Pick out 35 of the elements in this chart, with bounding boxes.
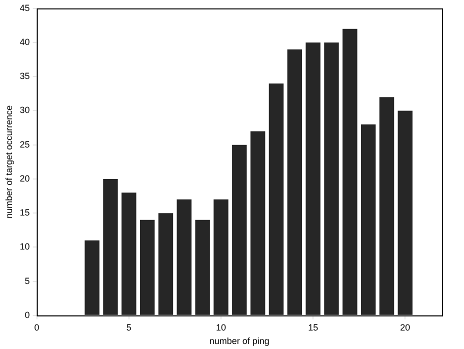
y-tick-label: 45	[20, 2, 30, 13]
y-tick-label: 10	[20, 242, 30, 252]
bar	[268, 83, 284, 315]
bar	[158, 213, 174, 315]
bar	[140, 220, 155, 315]
bar	[324, 42, 339, 315]
y-tick-label: 20	[20, 173, 30, 184]
bar	[176, 199, 192, 315]
bar	[342, 28, 358, 315]
y-tick-label: 15	[20, 208, 30, 218]
bar	[306, 42, 320, 315]
y-tick-label: 5	[24, 276, 30, 286]
bar	[122, 192, 136, 315]
x-tick-label: 15	[308, 322, 318, 332]
x-tick-label: 0	[34, 322, 40, 332]
x-tick-label: 10	[216, 322, 226, 332]
x-axis-title: number of ping	[209, 336, 270, 346]
bar	[195, 220, 210, 315]
bar	[84, 240, 100, 315]
y-tick-label: 40	[20, 36, 30, 47]
y-tick-label: 35	[20, 71, 30, 82]
bar	[103, 178, 118, 315]
x-tick-label: 20	[400, 322, 410, 332]
bar	[379, 97, 394, 315]
bar	[214, 199, 228, 315]
y-tick-label: 30	[20, 105, 30, 116]
bar	[360, 124, 376, 315]
x-tick-label: 5	[126, 322, 132, 332]
bar	[398, 110, 413, 315]
bar	[287, 49, 302, 315]
y-tick-label: 0	[24, 310, 30, 320]
bar	[232, 144, 247, 315]
y-tick-label: 25	[20, 139, 30, 150]
bar	[250, 131, 266, 315]
y-axis-title: number of target occurrence	[4, 105, 14, 218]
